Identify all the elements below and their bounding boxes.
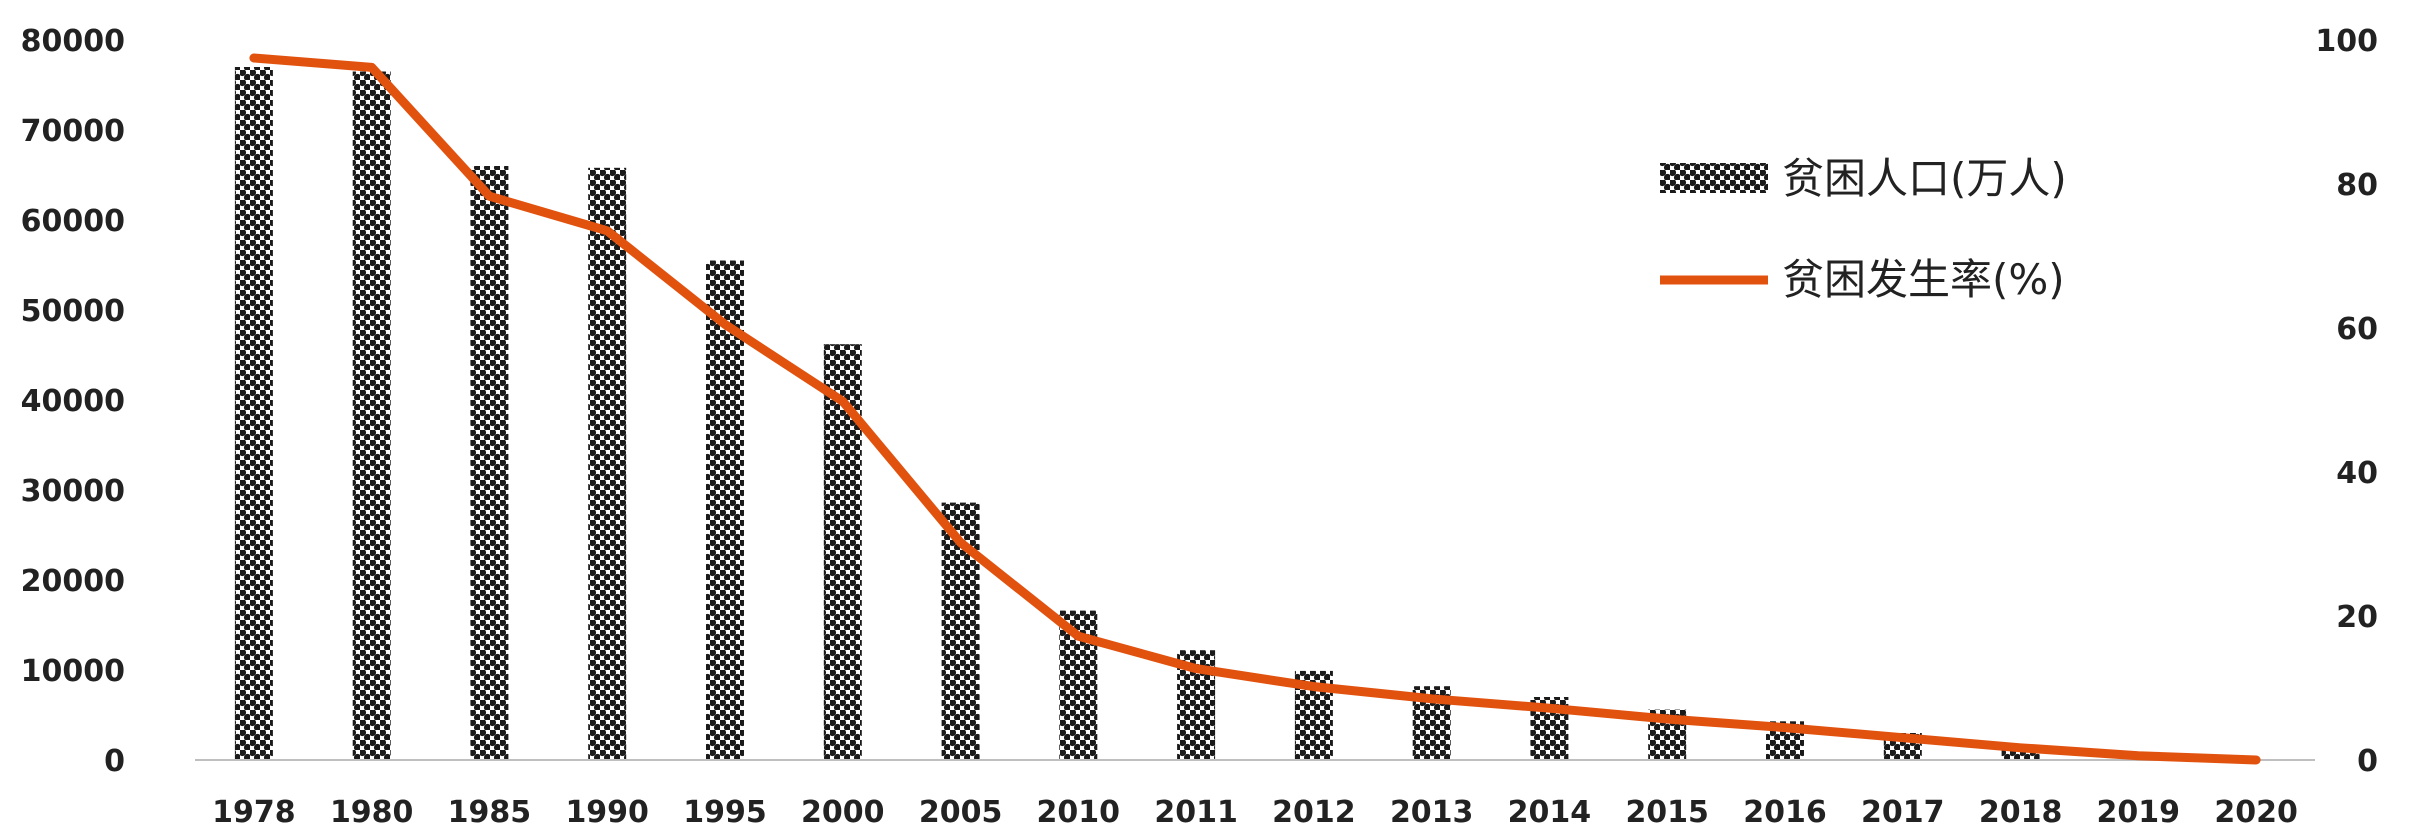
bar-1980 (352, 71, 391, 760)
y-left-tick-40000: 40000 (21, 384, 125, 419)
x-tick-1980: 1980 (330, 795, 414, 830)
line-series-poverty-rate (249, 53, 2261, 765)
y-left-tick-0: 0 (104, 744, 125, 779)
bar-1985 (470, 166, 509, 760)
legend-label-bar: 贫困人口(万人) (1782, 154, 2067, 203)
y-left-tick-30000: 30000 (21, 474, 125, 509)
y-right-tick-20: 20 (2336, 600, 2378, 635)
x-tick-1995: 1995 (683, 795, 767, 830)
y-left-tick-60000: 60000 (21, 204, 125, 239)
y-right-tick-80: 80 (2336, 168, 2378, 203)
x-tick-1990: 1990 (565, 795, 649, 830)
legend-label-line: 贫困发生率(%) (1782, 255, 2065, 304)
x-tick-2018: 2018 (1979, 795, 2063, 830)
bar-1978 (234, 67, 273, 760)
x-tick-2020: 2020 (2214, 795, 2298, 830)
x-tick-1978: 1978 (212, 795, 296, 830)
y-right-tick-40: 40 (2336, 456, 2378, 491)
bar-1990 (588, 167, 627, 761)
y-left-tick-70000: 70000 (21, 114, 125, 149)
x-tick-2016: 2016 (1743, 795, 1827, 830)
x-tick-2015: 2015 (1625, 795, 1709, 830)
x-tick-2013: 2013 (1390, 795, 1474, 830)
x-tick-2005: 2005 (919, 795, 1003, 830)
x-tick-1985: 1985 (448, 795, 532, 830)
bar-1995 (706, 260, 744, 760)
legend: 贫困人口(万人) 贫困发生率(%) (1660, 154, 2067, 304)
bar-series-poverty-population (234, 67, 2158, 761)
right-axis-ticks: 0 20 40 60 80 100 (2315, 24, 2378, 779)
y-right-tick-60: 60 (2336, 312, 2378, 347)
legend-swatch-bar (1660, 163, 1768, 193)
y-left-tick-20000: 20000 (21, 564, 125, 599)
x-tick-2010: 2010 (1037, 795, 1121, 830)
y-left-tick-50000: 50000 (21, 294, 125, 329)
x-tick-2012: 2012 (1272, 795, 1356, 830)
y-right-tick-0: 0 (2357, 744, 2378, 779)
x-tick-2017: 2017 (1861, 795, 1945, 830)
y-right-tick-100: 100 (2315, 24, 2378, 59)
x-axis-ticks: 1978 1980 1985 1990 1995 2000 2005 2010 2011 2012… (212, 795, 2298, 830)
y-left-tick-10000: 10000 (21, 654, 125, 689)
x-tick-2019: 2019 (2097, 795, 2181, 830)
x-tick-2014: 2014 (1508, 795, 1592, 830)
x-tick-2000: 2000 (801, 795, 885, 830)
left-axis-ticks: 0 10000 20000 30000 40000 50000 60000 70000 8000… (21, 24, 125, 779)
y-left-tick-80000: 80000 (21, 24, 125, 59)
x-tick-2011: 2011 (1154, 795, 1238, 830)
